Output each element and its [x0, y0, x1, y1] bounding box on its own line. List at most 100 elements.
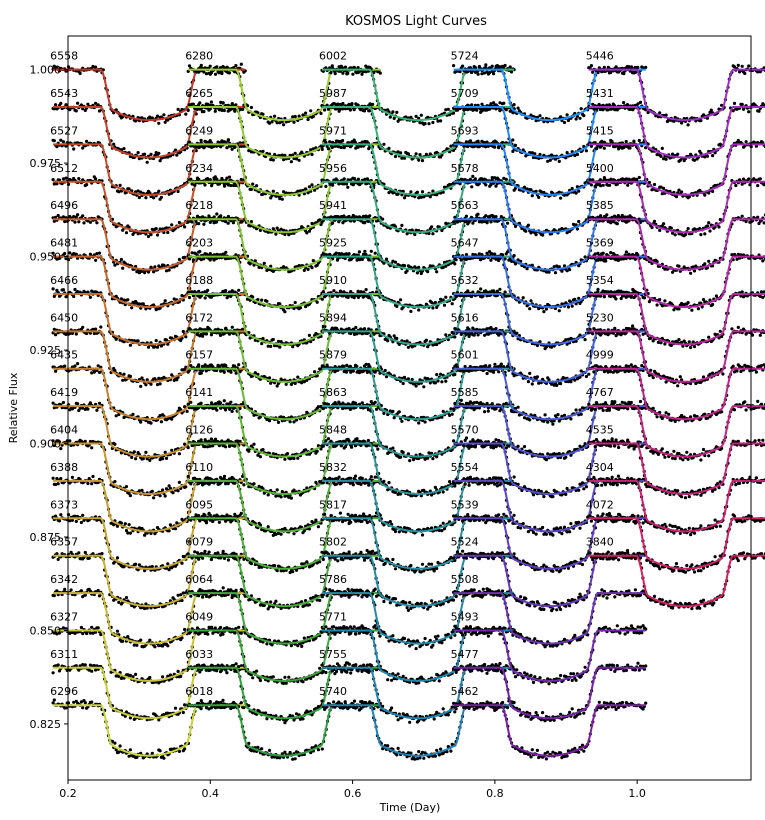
- data-point: [252, 442, 256, 446]
- data-point: [86, 407, 90, 411]
- data-point: [306, 267, 310, 271]
- data-point: [112, 142, 116, 146]
- data-point: [81, 706, 85, 710]
- data-point: [81, 632, 85, 636]
- data-point: [195, 407, 199, 411]
- light-curve-6527: [51, 138, 247, 201]
- observations-6249: [186, 138, 382, 201]
- light-curve-6141: [186, 399, 382, 461]
- data-point: [215, 212, 219, 216]
- model-fit-6079: [188, 554, 381, 608]
- data-point: [52, 594, 56, 598]
- data-point: [167, 268, 171, 272]
- data-point: [186, 474, 190, 478]
- data-point: [206, 288, 210, 292]
- data-point: [316, 525, 320, 529]
- data-point: [134, 562, 138, 566]
- data-point: [63, 364, 67, 368]
- data-point: [289, 160, 293, 164]
- data-point: [239, 144, 243, 148]
- data-point: [177, 452, 181, 456]
- data-point: [164, 269, 169, 273]
- data-point: [226, 482, 230, 486]
- data-point: [210, 184, 214, 188]
- data-point: [271, 189, 275, 193]
- data-point: [51, 178, 55, 182]
- observations-6527: [51, 138, 247, 201]
- data-point: [292, 456, 296, 461]
- data-point: [163, 120, 167, 124]
- light-curve-6327: [51, 625, 247, 685]
- data-point: [310, 152, 314, 157]
- data-point: [209, 295, 213, 299]
- data-point: [135, 301, 139, 305]
- data-point: [91, 474, 95, 479]
- data-point: [113, 741, 117, 745]
- data-point: [202, 70, 206, 74]
- data-point: [293, 151, 297, 155]
- data-point: [267, 419, 272, 423]
- data-point: [144, 450, 148, 454]
- data-point: [70, 475, 74, 479]
- data-point: [189, 177, 193, 181]
- data-point: [97, 109, 102, 113]
- data-point: [86, 481, 90, 486]
- data-point: [139, 420, 143, 424]
- light-curve-6265: [186, 100, 382, 164]
- data-point: [280, 197, 284, 201]
- data-point: [194, 145, 198, 149]
- data-point: [164, 456, 169, 460]
- data-point: [274, 232, 278, 236]
- light-curve-6373: [51, 511, 247, 573]
- data-point: [148, 191, 152, 195]
- data-point: [185, 409, 189, 413]
- model-fit-6203: [188, 255, 381, 309]
- data-point: [282, 123, 286, 127]
- data-point: [234, 662, 238, 666]
- data-point: [56, 663, 60, 667]
- data-point: [130, 455, 134, 459]
- data-point: [136, 151, 140, 155]
- data-point: [161, 457, 165, 461]
- data-point: [266, 493, 270, 497]
- data-point: [371, 549, 375, 553]
- data-point: [260, 342, 264, 346]
- observations-6558: [51, 62, 247, 125]
- data-point: [224, 408, 228, 412]
- data-point: [297, 158, 301, 162]
- data-point: [229, 400, 233, 404]
- data-point: [273, 114, 277, 118]
- data-point: [81, 214, 85, 218]
- data-point: [85, 139, 89, 143]
- light-curve-6466: [51, 287, 247, 349]
- data-point: [227, 175, 232, 179]
- data-point: [220, 108, 224, 112]
- data-point: [211, 519, 215, 524]
- model-fit-6234: [188, 180, 381, 234]
- data-point: [181, 710, 185, 715]
- observations-6172: [186, 325, 382, 388]
- data-point: [149, 421, 153, 425]
- data-point: [252, 482, 256, 486]
- data-point: [76, 402, 80, 406]
- data-point: [248, 262, 252, 266]
- light-curve-6064: [186, 587, 382, 649]
- data-point: [200, 589, 204, 593]
- data-point: [334, 482, 339, 486]
- data-point: [159, 420, 163, 424]
- data-point: [289, 496, 293, 500]
- data-point: [90, 289, 94, 293]
- data-point: [203, 513, 207, 518]
- data-point: [51, 287, 55, 291]
- data-point: [213, 109, 217, 113]
- data-point: [51, 476, 55, 480]
- data-point: [148, 675, 152, 680]
- data-point: [187, 140, 192, 144]
- data-point: [152, 270, 156, 274]
- data-point: [310, 183, 314, 187]
- data-point: [237, 625, 241, 629]
- data-point: [171, 491, 175, 495]
- data-point: [74, 252, 78, 256]
- data-point: [161, 488, 165, 492]
- data-point: [94, 65, 98, 69]
